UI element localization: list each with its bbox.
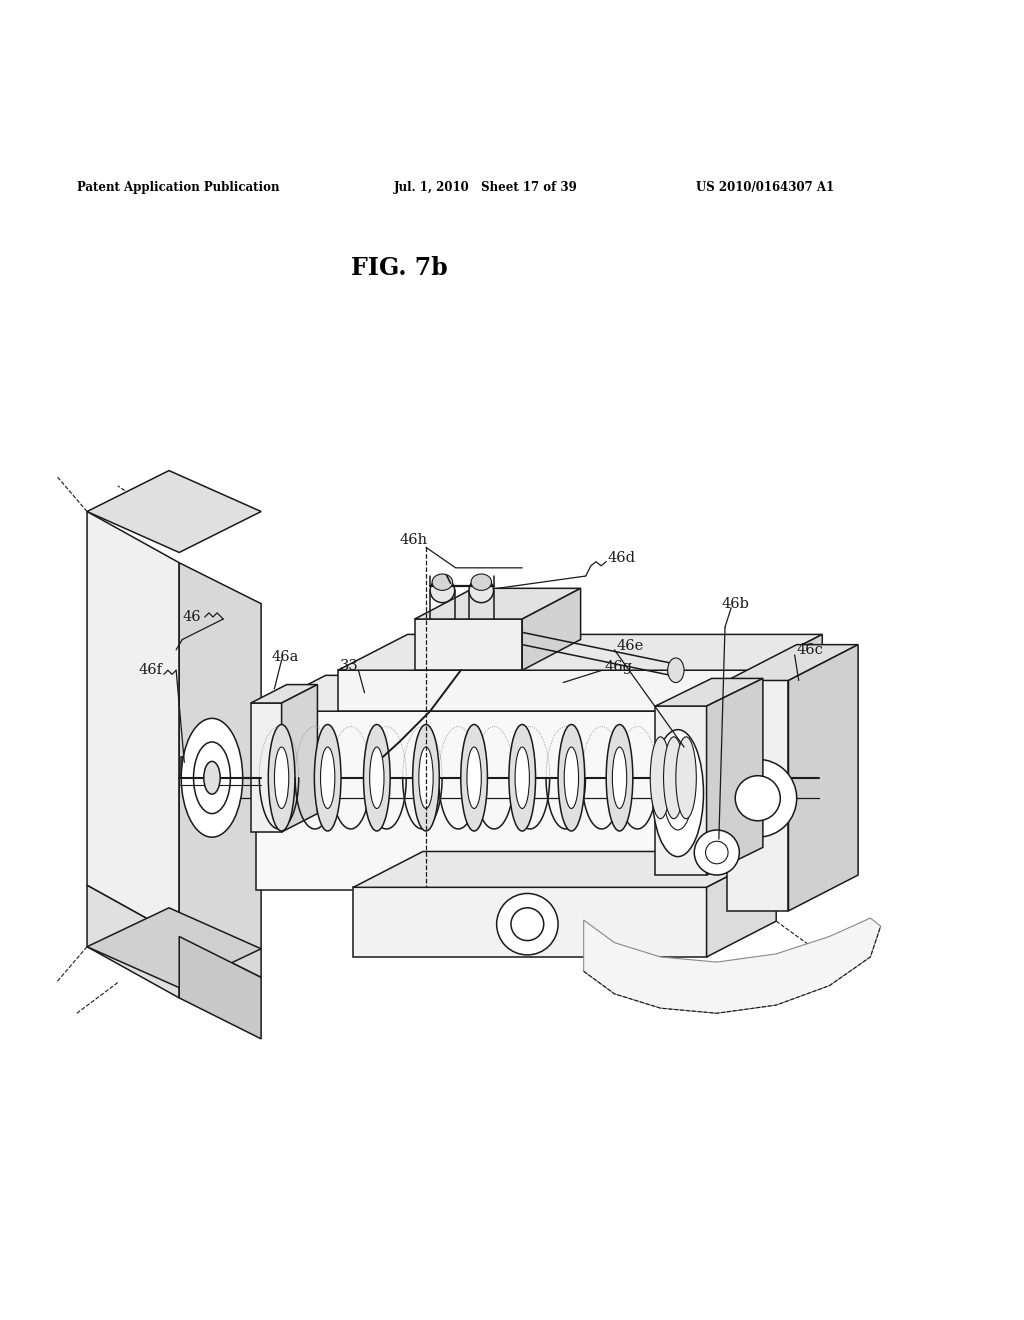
Ellipse shape bbox=[652, 730, 703, 857]
Text: 33: 33 bbox=[340, 659, 358, 673]
Text: 46e: 46e bbox=[616, 639, 644, 652]
Ellipse shape bbox=[719, 759, 797, 837]
Polygon shape bbox=[522, 589, 581, 671]
Ellipse shape bbox=[471, 574, 492, 590]
Ellipse shape bbox=[364, 725, 390, 832]
Ellipse shape bbox=[668, 657, 684, 682]
Ellipse shape bbox=[664, 756, 692, 830]
Text: Jul. 1, 2010   Sheet 17 of 39: Jul. 1, 2010 Sheet 17 of 39 bbox=[394, 181, 578, 194]
Ellipse shape bbox=[274, 747, 289, 808]
Ellipse shape bbox=[694, 830, 739, 875]
Ellipse shape bbox=[413, 725, 439, 832]
Ellipse shape bbox=[194, 742, 230, 813]
Polygon shape bbox=[251, 685, 317, 704]
Ellipse shape bbox=[606, 725, 633, 832]
Ellipse shape bbox=[204, 762, 220, 795]
Polygon shape bbox=[788, 644, 858, 911]
Polygon shape bbox=[353, 851, 776, 887]
Polygon shape bbox=[87, 470, 261, 553]
Polygon shape bbox=[415, 619, 522, 671]
Polygon shape bbox=[179, 936, 261, 1039]
Polygon shape bbox=[655, 706, 707, 875]
Polygon shape bbox=[256, 711, 753, 891]
Polygon shape bbox=[727, 644, 858, 681]
Text: Patent Application Publication: Patent Application Publication bbox=[77, 181, 280, 194]
Text: 46h: 46h bbox=[399, 533, 427, 548]
Polygon shape bbox=[415, 589, 581, 619]
Polygon shape bbox=[753, 676, 822, 891]
Polygon shape bbox=[655, 678, 763, 706]
Ellipse shape bbox=[564, 747, 579, 808]
Ellipse shape bbox=[558, 725, 585, 832]
Ellipse shape bbox=[497, 894, 558, 954]
Polygon shape bbox=[338, 671, 753, 711]
Text: 46c: 46c bbox=[797, 643, 823, 657]
Polygon shape bbox=[584, 917, 881, 1014]
Ellipse shape bbox=[314, 725, 341, 832]
Ellipse shape bbox=[676, 737, 696, 818]
Polygon shape bbox=[87, 886, 179, 998]
Polygon shape bbox=[181, 758, 232, 777]
Polygon shape bbox=[256, 676, 822, 711]
Polygon shape bbox=[251, 704, 282, 832]
Ellipse shape bbox=[467, 747, 481, 808]
Ellipse shape bbox=[181, 718, 243, 837]
Polygon shape bbox=[353, 887, 707, 957]
Polygon shape bbox=[87, 512, 179, 936]
Ellipse shape bbox=[509, 725, 536, 832]
Ellipse shape bbox=[612, 747, 627, 808]
Text: 46: 46 bbox=[182, 610, 201, 624]
Polygon shape bbox=[727, 681, 788, 911]
Text: 46d: 46d bbox=[607, 550, 635, 565]
Text: FIG. 7b: FIG. 7b bbox=[351, 256, 447, 280]
Ellipse shape bbox=[430, 578, 455, 603]
Ellipse shape bbox=[706, 841, 728, 863]
Text: US 2010/0164307 A1: US 2010/0164307 A1 bbox=[696, 181, 835, 194]
Polygon shape bbox=[179, 562, 261, 977]
Ellipse shape bbox=[735, 776, 780, 821]
Polygon shape bbox=[87, 908, 261, 987]
Ellipse shape bbox=[511, 908, 544, 941]
Ellipse shape bbox=[650, 737, 671, 818]
Ellipse shape bbox=[268, 725, 295, 832]
Text: 46g: 46g bbox=[604, 660, 632, 675]
Ellipse shape bbox=[419, 747, 433, 808]
Polygon shape bbox=[338, 635, 822, 671]
Ellipse shape bbox=[515, 747, 529, 808]
Text: 46b: 46b bbox=[722, 597, 750, 611]
Polygon shape bbox=[707, 678, 763, 875]
Text: 46f: 46f bbox=[138, 663, 162, 677]
Ellipse shape bbox=[321, 747, 335, 808]
Polygon shape bbox=[282, 685, 317, 832]
Text: 46a: 46a bbox=[271, 649, 299, 664]
Ellipse shape bbox=[461, 725, 487, 832]
Ellipse shape bbox=[432, 574, 453, 590]
Ellipse shape bbox=[469, 578, 494, 603]
Polygon shape bbox=[753, 635, 822, 711]
Ellipse shape bbox=[664, 737, 684, 818]
Ellipse shape bbox=[370, 747, 384, 808]
Polygon shape bbox=[707, 851, 776, 957]
